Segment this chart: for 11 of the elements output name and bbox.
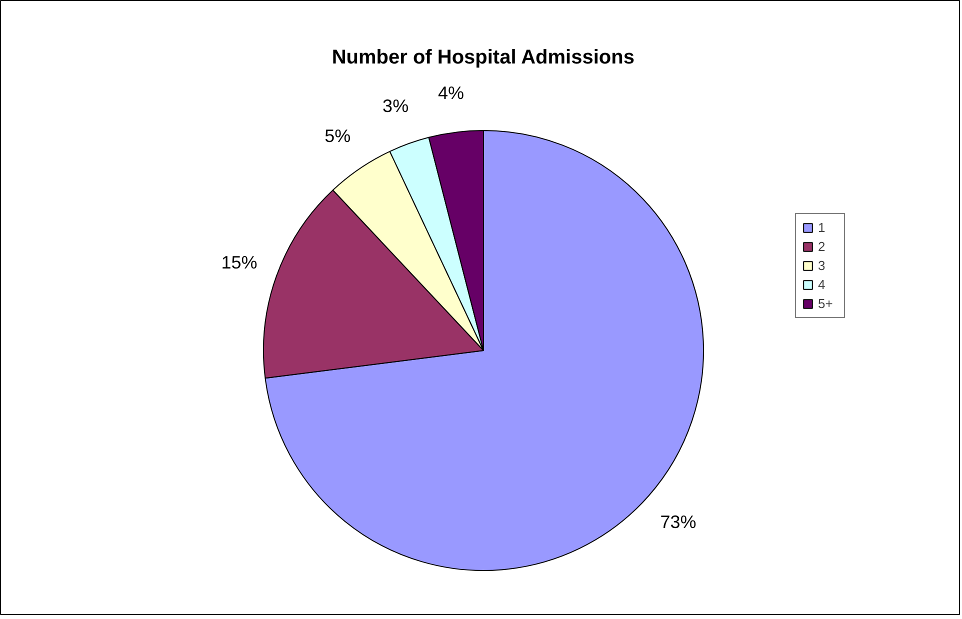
data-label: 5%: [324, 126, 351, 146]
legend-label: 2: [818, 239, 826, 254]
data-label: 3%: [382, 96, 409, 116]
legend-label: 4: [818, 277, 826, 292]
data-label: 73%: [660, 512, 696, 532]
chart-title: Number of Hospital Admissions: [332, 46, 634, 68]
data-label: 4%: [438, 82, 464, 103]
legend-label: 5+: [818, 296, 834, 311]
legend-label: 1: [818, 220, 826, 235]
legend-label: 3: [818, 258, 826, 273]
data-label: 15%: [221, 252, 258, 273]
